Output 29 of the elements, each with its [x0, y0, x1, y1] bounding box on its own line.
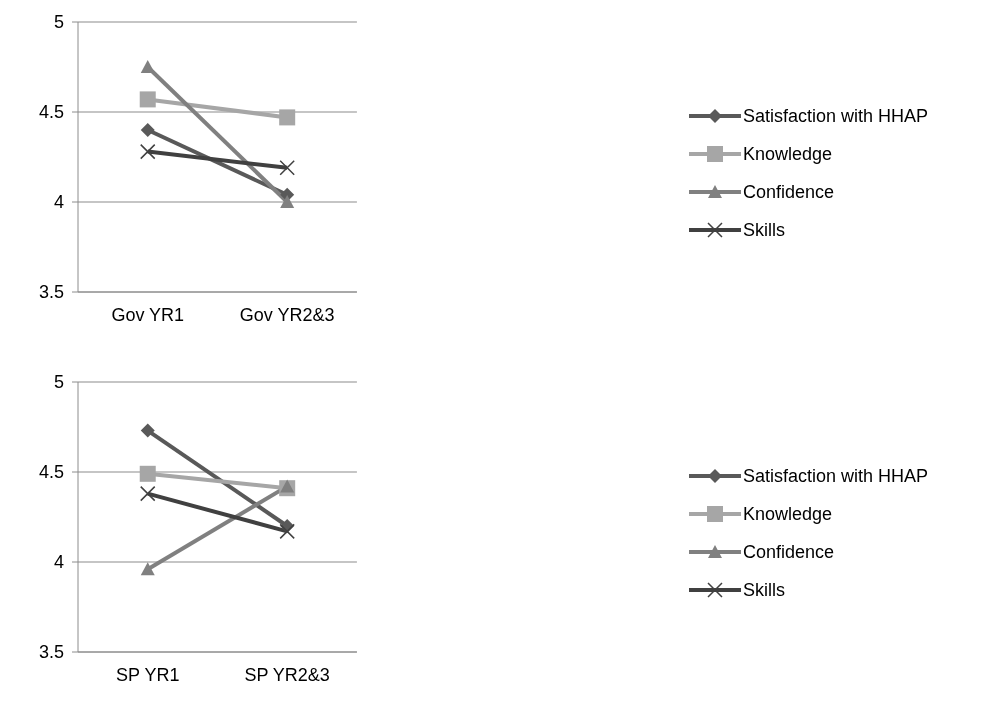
y-tick-label: 5: [53, 372, 64, 393]
legend-label: Satisfaction with HHAP: [742, 465, 928, 487]
y-tick-label: 4.5: [38, 462, 64, 483]
point: [139, 91, 156, 108]
legend-label: Confidence: [742, 541, 834, 563]
legend-label: Knowledge: [742, 143, 832, 165]
legend-label: Skills: [742, 219, 785, 241]
point: [139, 485, 156, 502]
legend-label: Skills: [742, 579, 785, 601]
legend-label: Confidence: [742, 181, 834, 203]
point: [140, 423, 155, 438]
point: [139, 465, 156, 482]
x-tick-label: Gov YR1: [111, 304, 185, 325]
point: [279, 160, 295, 176]
x-tick-label: SP YR1: [116, 664, 180, 685]
y-tick-label: 3.5: [38, 282, 64, 303]
point: [279, 109, 296, 126]
y-tick-label: 5: [53, 12, 64, 33]
point: [139, 143, 156, 160]
legend-label: Knowledge: [742, 503, 832, 525]
x-tick-label: Gov YR2&3: [239, 304, 335, 325]
y-tick-label: 3.5: [38, 642, 64, 663]
y-tick-label: 4: [53, 192, 64, 213]
point: [140, 123, 155, 137]
y-tick-label: 4.5: [38, 102, 64, 123]
x-tick-label: SP YR2&3: [244, 664, 330, 685]
y-tick-label: 4: [53, 552, 64, 573]
legend-label: Satisfaction with HHAP: [742, 105, 928, 127]
point: [279, 523, 295, 540]
